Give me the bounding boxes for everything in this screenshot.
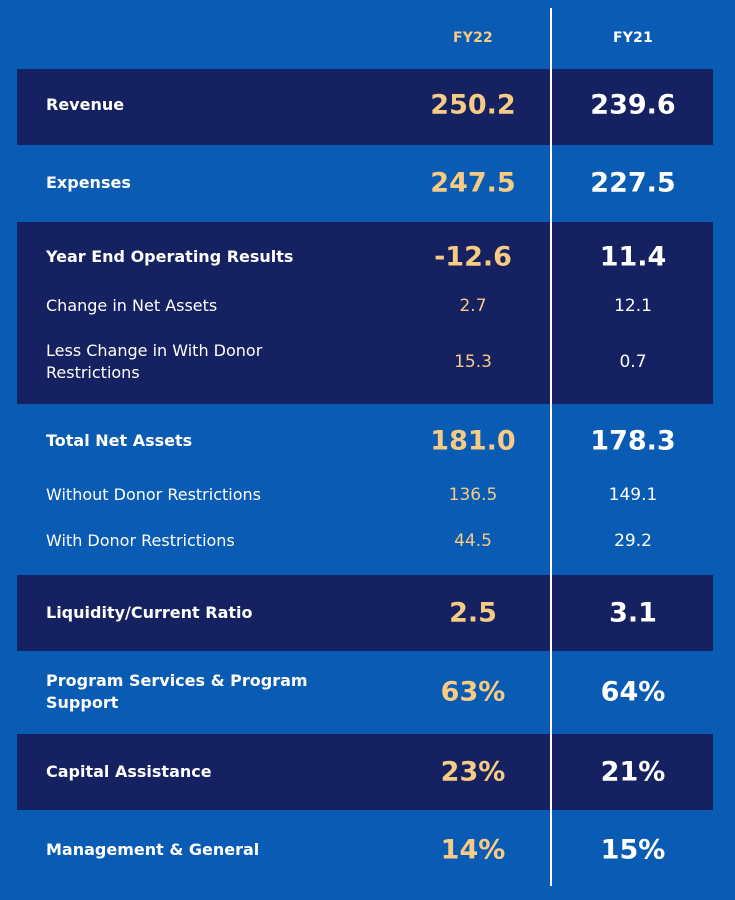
value-fy21: 11.4 xyxy=(599,241,667,273)
row-label: Revenue xyxy=(46,95,125,114)
row-label: Less Change in With Donor Restrictions xyxy=(46,341,263,382)
value-fy22: 14% xyxy=(440,834,506,866)
row-label: Liquidity/Current Ratio xyxy=(46,603,253,622)
value-fy21: 64% xyxy=(600,676,666,708)
value-fy21: 178.3 xyxy=(590,425,676,457)
row-label: Expenses xyxy=(46,173,131,192)
header-fy22: FY22 xyxy=(453,30,493,46)
band-revenue xyxy=(17,69,713,145)
value-fy22: 44.5 xyxy=(454,531,492,551)
band-operating-results xyxy=(17,222,713,404)
row-label: With Donor Restrictions xyxy=(46,531,235,550)
row-label: Change in Net Assets xyxy=(46,296,218,315)
value-fy22: 136.5 xyxy=(448,485,498,505)
value-fy22: 250.2 xyxy=(430,89,516,121)
row-label: Capital Assistance xyxy=(46,762,212,781)
value-fy22: 63% xyxy=(440,676,506,708)
value-fy21: 0.7 xyxy=(619,352,647,372)
value-fy22: 2.5 xyxy=(449,597,497,629)
value-fy22: 15.3 xyxy=(454,352,492,372)
row-label: Management & General xyxy=(46,840,260,859)
value-fy22: 181.0 xyxy=(430,425,516,457)
value-fy21: 3.1 xyxy=(609,597,657,629)
value-fy22: 247.5 xyxy=(430,167,516,199)
band-capital-assistance xyxy=(17,734,713,810)
row-label: Without Donor Restrictions xyxy=(46,485,261,504)
value-fy21: 149.1 xyxy=(608,485,658,505)
header-fy21: FY21 xyxy=(613,30,653,46)
row-label: Program Services & Program Support xyxy=(46,671,308,712)
value-fy21: 29.2 xyxy=(614,531,652,551)
value-fy21: 21% xyxy=(600,756,666,788)
value-fy21: 239.6 xyxy=(590,89,676,121)
value-fy22: -12.6 xyxy=(434,241,512,273)
column-divider xyxy=(550,8,552,886)
row-label: Total Net Assets xyxy=(46,431,193,450)
band-liquidity xyxy=(17,575,713,651)
value-fy21: 227.5 xyxy=(590,167,676,199)
value-fy22: 2.7 xyxy=(459,296,487,316)
value-fy21: 15% xyxy=(600,834,666,866)
value-fy22: 23% xyxy=(440,756,506,788)
value-fy21: 12.1 xyxy=(614,296,652,316)
row-label: Year End Operating Results xyxy=(46,247,294,266)
